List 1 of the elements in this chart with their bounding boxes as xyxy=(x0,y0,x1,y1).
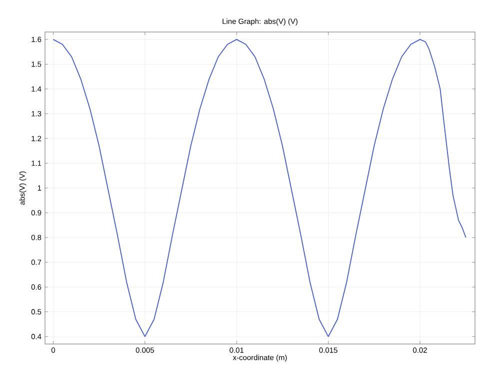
line-series xyxy=(52,38,466,338)
